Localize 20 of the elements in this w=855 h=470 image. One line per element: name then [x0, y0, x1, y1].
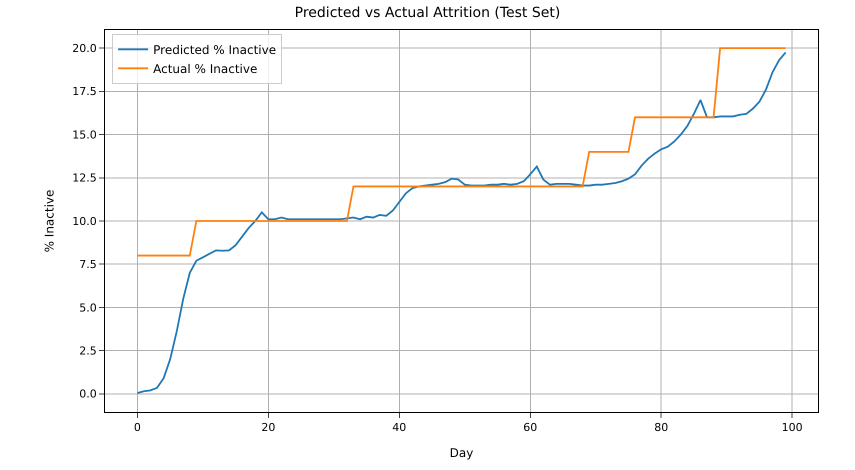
legend-label: Actual % Inactive: [153, 62, 258, 76]
x-tick-label: 20: [261, 421, 276, 434]
y-tick-label: 7.5: [79, 258, 97, 272]
x-tick-label: 60: [523, 421, 538, 434]
y-axis-title: % Inactive: [42, 190, 57, 252]
x-tick-label: 40: [392, 421, 406, 434]
y-tick-label: 20.0: [72, 42, 97, 55]
x-tick-label: 0: [134, 421, 141, 434]
y-tick-label: 2.5: [79, 344, 97, 358]
y-tick-label: 12.5: [72, 172, 97, 185]
x-tick-label: 100: [782, 421, 803, 434]
x-tick-label: 80: [654, 421, 668, 434]
y-tick-label: 10.0: [72, 214, 97, 228]
x-axis-title: Day: [450, 446, 474, 460]
legend-label: Predicted % Inactive: [153, 43, 276, 57]
y-tick-label: 17.5: [72, 85, 97, 98]
y-tick-label: 5.0: [79, 301, 97, 314]
y-tick-label: 15.0: [72, 128, 97, 142]
y-tick-label: 0.0: [79, 388, 97, 401]
chart-title: Predicted vs Actual Attrition (Test Set): [294, 4, 560, 21]
